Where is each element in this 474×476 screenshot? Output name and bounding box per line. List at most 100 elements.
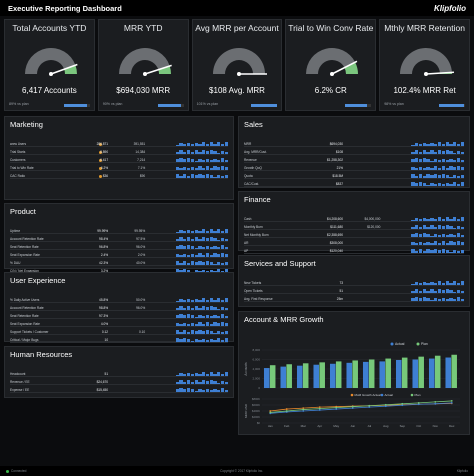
bar[interactable] xyxy=(296,365,303,388)
row-label: Expense / EE xyxy=(10,388,30,392)
table-row[interactable]: Account Retention Rate 98.4% 97.5% xyxy=(10,236,228,242)
table-row[interactable]: Seat Expansion Rate 2.4% 2.0% xyxy=(10,252,228,258)
table-row[interactable]: Trial Starts 8,890 14,384 xyxy=(10,149,228,155)
bar[interactable] xyxy=(401,357,408,388)
data-point[interactable] xyxy=(384,405,387,408)
data-point[interactable] xyxy=(269,410,272,412)
table-row[interactable]: Uptime 99.99% 99.95% xyxy=(10,228,228,234)
row-target: 50.0% xyxy=(136,298,146,302)
table-row[interactable]: Quota $18.5M xyxy=(244,173,465,179)
table-row[interactable]: CAC/Cust. $837 xyxy=(244,181,465,187)
bar[interactable] xyxy=(418,356,424,388)
bar[interactable] xyxy=(412,359,419,389)
data-point[interactable] xyxy=(269,411,272,414)
x-tick-label: May xyxy=(333,424,339,428)
data-point[interactable] xyxy=(401,402,404,405)
table-row[interactable]: % Daily Active Users 45.8% 50.0% xyxy=(10,297,228,303)
table-row[interactable]: Seat Retention Rate 96.8% 96.0% xyxy=(10,244,228,250)
table-row[interactable]: Revenue $1,258,302 xyxy=(244,157,465,163)
bar[interactable] xyxy=(313,364,320,388)
bar[interactable] xyxy=(368,359,375,389)
data-point[interactable] xyxy=(335,406,338,409)
bar[interactable] xyxy=(286,364,292,388)
data-point[interactable] xyxy=(285,410,288,412)
status-dot-icon xyxy=(99,142,103,146)
y-tick-label: $0 xyxy=(257,421,261,425)
bar[interactable] xyxy=(269,365,276,388)
table-row[interactable]: AR $308,000 xyxy=(244,240,465,246)
status-dot-icon xyxy=(99,174,103,178)
table-row[interactable]: www Users 286,871 391,551 xyxy=(10,141,228,147)
table-row[interactable]: Net Monthly Burn $2,358,690 xyxy=(244,232,465,238)
data-point[interactable] xyxy=(368,404,371,407)
bar[interactable] xyxy=(302,363,309,388)
table-row[interactable]: Support Tickets / Customer 0.12 0.10 xyxy=(10,329,228,335)
table-row[interactable]: New Tickets 73 xyxy=(244,280,465,286)
data-point[interactable] xyxy=(302,407,305,410)
brand-logo[interactable]: Klipfolio xyxy=(434,3,466,13)
table-row[interactable]: AP $120,040 xyxy=(244,248,465,254)
table-row[interactable]: Expense / EE $15,450 xyxy=(10,387,228,393)
x-tick-label: Aug xyxy=(383,424,389,428)
bar[interactable] xyxy=(352,360,358,388)
data-point[interactable] xyxy=(450,401,453,404)
table-row[interactable]: Monthly Burn $111,680 $120,000 xyxy=(244,224,465,230)
table-row[interactable]: Critical / Major Bugs 10 xyxy=(10,337,228,343)
bar[interactable] xyxy=(434,355,441,388)
bar[interactable] xyxy=(428,358,435,388)
bar[interactable] xyxy=(319,362,325,388)
kpi-card[interactable]: Trial to Win Conv Rate 6.2% CR xyxy=(285,19,377,111)
data-point[interactable] xyxy=(302,408,305,411)
table-row[interactable]: Avg. First Response 25m xyxy=(244,296,465,302)
data-point[interactable] xyxy=(368,406,371,409)
table-row[interactable]: Seat Expansion Rate 4.0% xyxy=(10,321,228,327)
bar[interactable] xyxy=(379,361,386,388)
data-point[interactable] xyxy=(285,408,288,410)
table-row[interactable]: CAC Ratio $36 $90 xyxy=(10,173,228,179)
data-point[interactable] xyxy=(417,403,420,406)
table-row[interactable]: MRR $694,030 xyxy=(244,141,465,147)
data-point[interactable] xyxy=(318,406,321,409)
bar[interactable] xyxy=(346,362,353,388)
row-label: Avg. First Response xyxy=(244,297,273,301)
data-point[interactable] xyxy=(335,408,338,410)
x-tick-label: Oct xyxy=(416,424,421,428)
data-point[interactable] xyxy=(302,410,305,412)
data-point[interactable] xyxy=(417,401,420,404)
table-row[interactable]: % DAU 42.3% 40.0% xyxy=(10,260,228,266)
data-point[interactable] xyxy=(434,400,437,403)
data-point[interactable] xyxy=(434,402,437,405)
table-row[interactable]: Revenue / EE $24,670 xyxy=(10,379,228,385)
table-row[interactable]: Headcount 51 xyxy=(10,371,228,377)
bar[interactable] xyxy=(335,361,342,388)
table-row[interactable]: Customers 6,417 7,214 xyxy=(10,157,228,163)
data-point[interactable] xyxy=(351,405,354,408)
bar[interactable] xyxy=(385,358,391,388)
sparkline-icon xyxy=(175,141,228,146)
data-point[interactable] xyxy=(318,407,321,410)
bar[interactable] xyxy=(263,368,270,388)
kpi-card[interactable]: MRR YTD $694,030 MRR 90% vs plan xyxy=(97,19,189,111)
table-row[interactable]: Account Retention Rate 98.8% 96.0% xyxy=(10,305,228,311)
bar[interactable] xyxy=(445,357,452,388)
table-row[interactable]: Growth QoQ 21% xyxy=(244,165,465,171)
data-point[interactable] xyxy=(318,409,321,411)
table-row[interactable]: Avg. MRR/Cust. $108 xyxy=(244,149,465,155)
data-point[interactable] xyxy=(351,407,354,410)
table-row[interactable]: Trial to Win Rate 6.2% 7.1% xyxy=(10,165,228,171)
table-row[interactable]: Open Tickets 51 xyxy=(244,288,465,294)
table-row[interactable]: Cash $4,208,600 $4,000,000 xyxy=(244,216,465,222)
kpi-card[interactable]: Mthly MRR Retention 102.4% MRR Ret 98% vs … xyxy=(379,19,470,111)
bar[interactable] xyxy=(362,361,369,388)
sparkline-icon xyxy=(175,329,228,334)
bar[interactable] xyxy=(329,363,336,388)
bar[interactable] xyxy=(395,359,402,388)
data-point[interactable] xyxy=(384,403,387,406)
kpi-card[interactable]: Avg MRR per Account $108 Avg. MRR 101% vs … xyxy=(191,19,283,111)
table-row[interactable]: Seat Retention Rate 97.3% xyxy=(10,313,228,319)
bar[interactable] xyxy=(451,354,457,388)
data-point[interactable] xyxy=(450,400,453,402)
data-point[interactable] xyxy=(401,404,404,407)
kpi-card[interactable]: Total Accounts YTD 6,417 Accounts 89% vs p… xyxy=(4,19,95,111)
bar[interactable] xyxy=(280,366,287,388)
